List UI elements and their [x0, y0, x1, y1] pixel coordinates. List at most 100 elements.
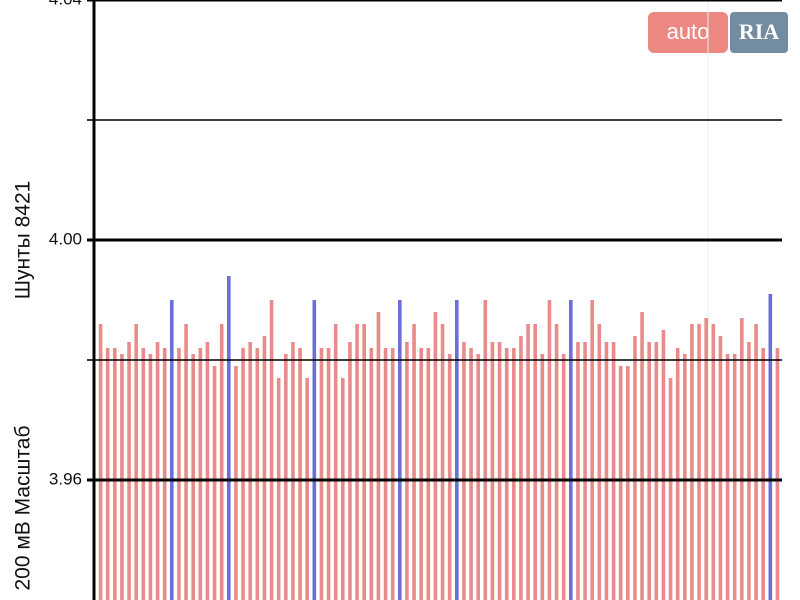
bar — [162, 348, 167, 600]
bar — [212, 366, 217, 600]
bar — [697, 324, 701, 600]
bar — [127, 342, 131, 600]
bar — [369, 348, 374, 600]
bar — [519, 336, 523, 600]
bar — [333, 324, 338, 600]
bar — [569, 300, 573, 600]
bar — [383, 348, 388, 600]
bar — [291, 342, 295, 600]
watermark-suffix: RIA — [739, 19, 779, 44]
bar — [412, 324, 416, 600]
bar — [462, 342, 466, 600]
bar — [120, 354, 124, 600]
bar — [718, 336, 723, 600]
bar — [647, 342, 651, 600]
bar — [341, 378, 345, 600]
bar — [675, 348, 680, 600]
bar — [419, 348, 423, 600]
bar — [227, 276, 231, 600]
bar — [426, 348, 431, 600]
bar — [184, 324, 188, 600]
y-tick-label: 4.04 — [49, 0, 82, 8]
bar — [576, 342, 580, 600]
bar — [134, 324, 138, 600]
bar — [198, 348, 203, 600]
bar — [191, 354, 195, 600]
watermark-suffix-box — [730, 12, 788, 53]
bar — [376, 312, 381, 600]
bar — [390, 348, 395, 600]
bar — [747, 342, 751, 600]
bar — [597, 324, 602, 600]
bar — [455, 300, 459, 600]
bar — [276, 378, 281, 600]
bar — [590, 300, 594, 600]
bar — [405, 342, 409, 600]
bar — [611, 342, 616, 600]
bar — [668, 378, 673, 600]
y-axis-label: 200 мВ Масштаб — [12, 426, 35, 591]
bar — [604, 342, 609, 600]
bar — [504, 348, 509, 600]
bar — [177, 348, 181, 600]
bar — [355, 324, 359, 600]
bar — [476, 354, 480, 600]
bar — [447, 354, 452, 600]
bar — [626, 366, 630, 600]
bar — [262, 336, 267, 600]
bar — [768, 294, 773, 600]
bar — [711, 324, 716, 600]
bar — [740, 318, 744, 600]
bar — [533, 324, 537, 600]
bar — [469, 348, 473, 600]
bar — [561, 354, 566, 600]
bar — [618, 366, 623, 600]
bar — [540, 354, 545, 600]
bar — [554, 324, 559, 600]
bar — [497, 342, 502, 600]
y-axis-label: Шунты 8421 — [12, 181, 35, 300]
bar — [433, 312, 438, 600]
bar — [583, 342, 587, 600]
bar — [219, 324, 224, 600]
bar — [98, 324, 103, 600]
bar — [761, 348, 765, 600]
bar — [205, 342, 210, 600]
bar — [248, 342, 252, 600]
bar — [633, 336, 637, 600]
bar — [754, 324, 758, 600]
bar — [141, 348, 146, 600]
bar — [255, 348, 260, 600]
bar — [512, 348, 516, 600]
bar — [640, 312, 644, 600]
bar — [483, 300, 488, 600]
bar — [284, 354, 288, 600]
bar — [547, 300, 552, 600]
bar — [362, 324, 366, 600]
bar — [526, 324, 530, 600]
bar — [170, 300, 174, 600]
bar — [440, 324, 445, 600]
bar — [105, 348, 110, 600]
bar — [683, 354, 687, 600]
bar — [155, 342, 160, 600]
bar — [234, 366, 238, 600]
bar — [148, 354, 153, 600]
bar — [654, 342, 659, 600]
bar — [269, 300, 274, 600]
watermark-brand: auto — [667, 19, 710, 44]
bar — [690, 324, 694, 600]
bar — [725, 354, 730, 600]
bar — [661, 330, 666, 600]
bar — [490, 342, 495, 600]
bar — [348, 342, 352, 600]
bar — [319, 348, 324, 600]
bar — [398, 300, 402, 600]
bar — [704, 318, 708, 600]
bar — [312, 300, 317, 600]
bar — [326, 348, 331, 600]
bar — [732, 354, 737, 600]
y-tick-label: 4.00 — [49, 229, 82, 248]
bar — [775, 348, 780, 600]
